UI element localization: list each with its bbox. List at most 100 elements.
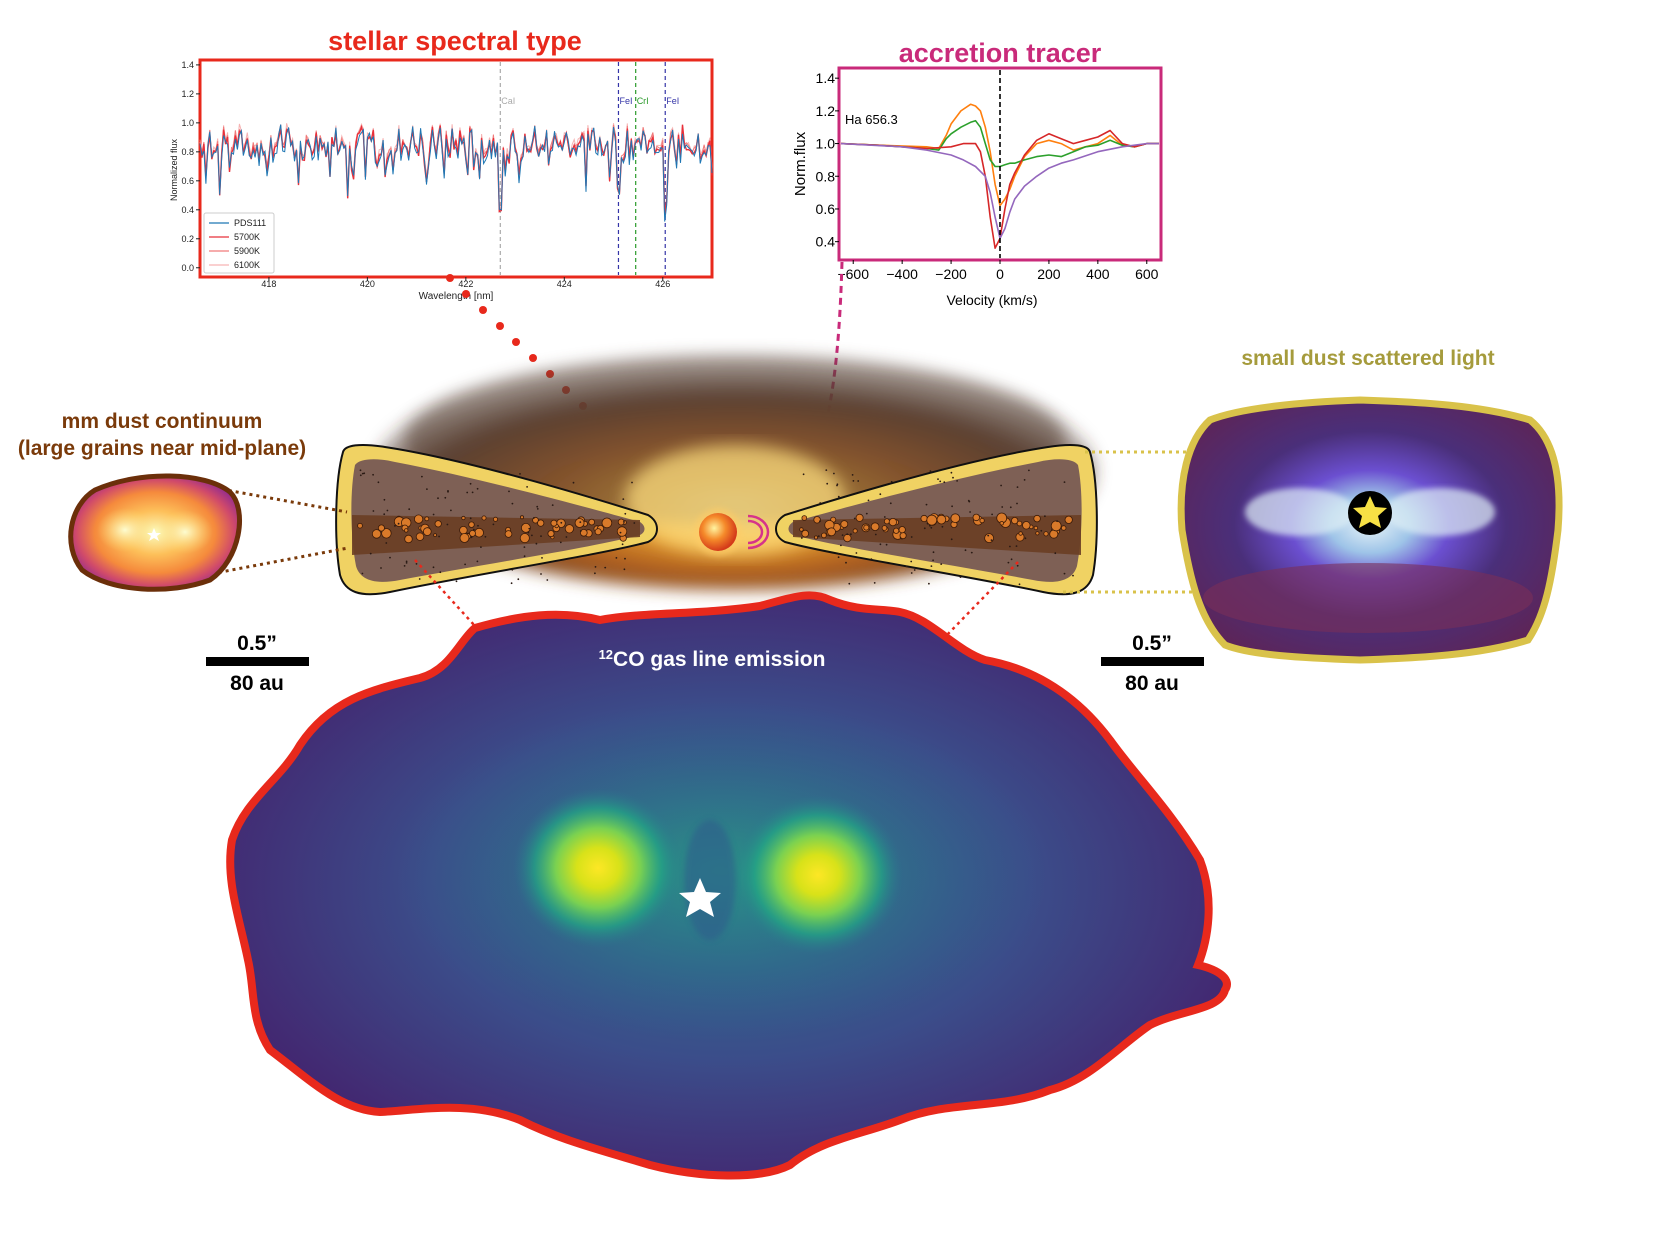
dust-grain	[893, 527, 900, 534]
dust-speck	[852, 480, 855, 482]
mm-dust-title-2: (large grains near mid-plane)	[18, 437, 306, 460]
dust-speck	[836, 484, 838, 487]
accretion-ytick-label: 0.8	[816, 168, 836, 184]
mm-dust-title-1: mm dust continuum	[62, 410, 263, 433]
dust-speck	[1028, 469, 1030, 472]
dust-speck	[511, 568, 514, 571]
dust-speck	[1000, 484, 1002, 487]
accretion-ytick-label: 0.6	[816, 201, 836, 217]
dust-speck	[969, 511, 971, 513]
dust-speck	[623, 568, 626, 571]
dust-speck	[853, 517, 856, 520]
dust-grain	[799, 527, 804, 532]
dust-grain	[519, 533, 530, 544]
dust-speck	[959, 576, 962, 578]
dust-speck	[559, 541, 562, 544]
dust-speck	[536, 508, 539, 510]
dust-speck	[619, 531, 622, 534]
dust-speck	[432, 513, 435, 516]
dust-grain	[1050, 520, 1062, 532]
spectral-xtick-label: 424	[557, 279, 572, 289]
dust-grain	[415, 532, 425, 541]
dust-speck	[950, 538, 953, 541]
legend-5900k: 5900K	[234, 246, 260, 256]
dust-grain	[1033, 525, 1039, 531]
dust-grain	[377, 524, 385, 532]
dust-speck	[623, 521, 625, 523]
dust-grain	[521, 523, 531, 533]
spectral-ytick-label: 1.2	[181, 89, 194, 99]
accretion-plot-area	[840, 103, 1159, 249]
scalebar-left-distance: 80 au	[230, 672, 284, 695]
dust-speck	[1044, 515, 1046, 518]
dust-grain	[855, 513, 864, 522]
dust-speck	[380, 567, 382, 569]
dust-speck	[472, 528, 475, 531]
dust-grain	[821, 532, 827, 539]
disk-wedge-left	[335, 443, 658, 596]
dust-speck	[528, 527, 531, 530]
scalebar-right: 0.5” 80 au	[1101, 632, 1204, 695]
dust-speck	[455, 580, 458, 583]
accretion-ytick-label: 1.4	[816, 70, 836, 86]
large-grains-right	[799, 469, 1074, 586]
dust-grain	[1016, 520, 1023, 527]
dust-speck	[383, 513, 386, 516]
dust-speck	[476, 487, 479, 490]
dust-speck	[359, 474, 362, 477]
dust-speck	[825, 469, 828, 471]
legend-pds111: PDS111	[234, 218, 266, 228]
spectral-xtick-label: 426	[655, 279, 670, 289]
dust-grain	[883, 518, 890, 525]
accretion-series-line	[840, 119, 1159, 168]
co-emission-map: 12CO gas line emission	[226, 591, 1231, 1180]
spectral-xtick-label: 418	[261, 279, 276, 289]
dust-speck	[480, 546, 482, 548]
dust-grain	[999, 521, 1004, 526]
dust-speck	[565, 536, 568, 538]
dust-speck	[841, 534, 844, 536]
dust-grain	[404, 528, 409, 533]
mm-dust-image	[68, 473, 243, 592]
scalebar-left-angle: 0.5”	[237, 632, 277, 655]
dust-speck	[991, 513, 993, 516]
dust-speck	[405, 562, 408, 564]
dust-speck	[383, 498, 386, 501]
dust-speck	[531, 534, 533, 537]
dust-speck	[910, 536, 913, 538]
dust-speck	[855, 552, 858, 554]
dust-grain	[547, 530, 555, 538]
dust-speck	[372, 473, 374, 476]
dust-speck	[508, 490, 510, 493]
dust-grain	[594, 528, 602, 536]
dust-speck	[532, 517, 535, 519]
dust-speck	[510, 582, 513, 585]
dust-grain	[1043, 531, 1049, 537]
dust-speck	[477, 524, 479, 527]
dust-speck	[439, 571, 442, 574]
dust-speck	[1007, 561, 1010, 564]
spectral-line-label: CaI	[501, 96, 515, 106]
dust-speck	[967, 499, 970, 502]
accretion-xtick-label: −600	[837, 266, 869, 282]
dust-speck	[940, 563, 943, 565]
scattered-title: small dust scattered light	[1241, 347, 1494, 370]
dust-grain	[601, 517, 613, 529]
central-star	[694, 508, 770, 556]
dust-speck	[930, 526, 933, 529]
spectral-ytick-label: 0.2	[181, 234, 194, 244]
dust-speck	[604, 566, 607, 569]
dust-speck	[546, 579, 549, 581]
dust-grain	[950, 513, 961, 523]
dust-grain	[972, 513, 980, 522]
dust-speck	[964, 549, 967, 552]
dust-speck	[385, 542, 388, 544]
dust-speck	[802, 473, 805, 476]
dust-grain	[852, 528, 858, 534]
dust-grain	[1022, 521, 1031, 530]
co-star-icon	[679, 878, 721, 917]
dust-speck	[951, 505, 953, 508]
dust-speck	[1018, 583, 1021, 586]
accretion-xtick-label: −400	[886, 266, 918, 282]
